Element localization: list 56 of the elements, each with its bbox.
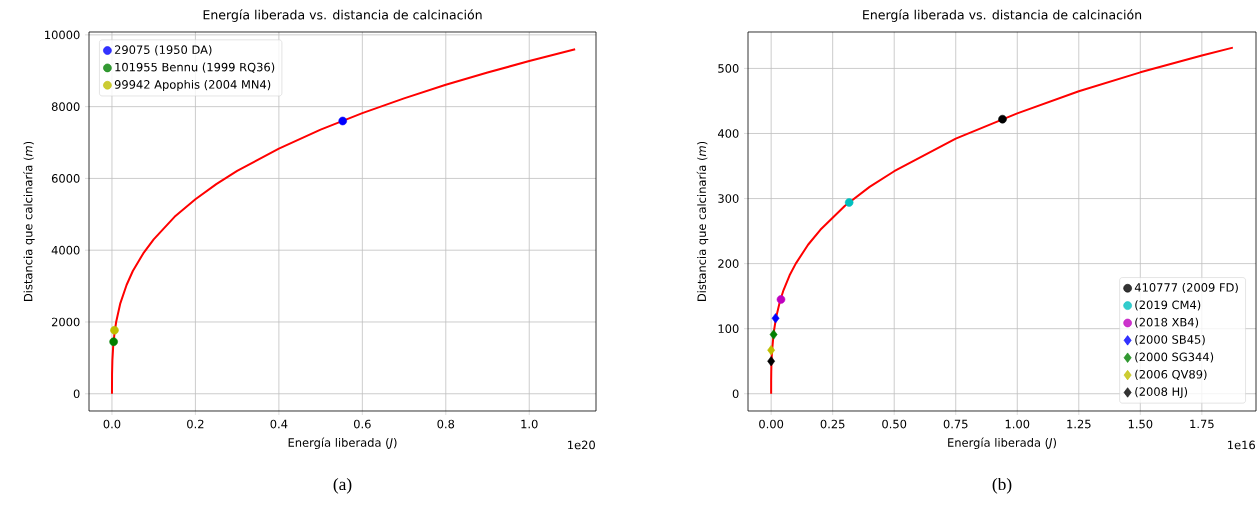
point: [844, 198, 854, 207]
legend-label: 410777 (2009 FD): [1134, 282, 1238, 294]
x-tick-label: 0.25: [820, 419, 845, 429]
x-tick-label: 0.4: [270, 419, 288, 429]
point: [338, 116, 347, 126]
point: [110, 325, 119, 335]
x-tick-label: 0.2: [187, 419, 204, 429]
legend-label: 101955 Bennu (1999 RQ36): [115, 62, 275, 73]
point: [776, 295, 786, 304]
y-tick-label: 500: [718, 64, 739, 73]
y-tick-label: 8000: [51, 102, 80, 111]
x-axis-title: Energía liberada (J): [288, 437, 397, 450]
y-axis-title: Distancia que calcinaría (m): [696, 141, 709, 301]
x-tick-label: 1.75: [1190, 419, 1214, 429]
legend-label: (2019 CM4): [1135, 300, 1201, 311]
legend-label: 29075 (1950 DA): [114, 45, 212, 56]
y-tick-label: 400: [717, 129, 739, 138]
legend-label: (2008 HJ): [1135, 387, 1188, 399]
legend-label: (2018 XB4): [1135, 317, 1199, 328]
y-tick-label: 4000: [51, 245, 80, 255]
x-tick-label: 0.6: [353, 419, 371, 429]
y-tick-label: 0: [732, 389, 739, 399]
point: [769, 329, 778, 340]
y-tick-label: 200: [718, 259, 739, 268]
point: [771, 313, 780, 324]
x-tick-label: 0.75: [943, 419, 968, 429]
y-tick-label: 10000: [45, 30, 80, 40]
x-tick-label: 0.8: [437, 419, 455, 429]
legend-label: (2000 SB45): [1135, 335, 1205, 346]
x-tick-label: 0.50: [882, 419, 907, 429]
x-axis-title: Energía liberada (J): [948, 437, 1056, 450]
legend-label: (2006 QV89): [1135, 369, 1207, 380]
y-tick-label: 300: [718, 194, 739, 203]
x-tick-label: 0.0: [103, 419, 121, 429]
text: 1e20: [568, 440, 595, 450]
point: [998, 114, 1007, 124]
text: (b): [992, 477, 1012, 494]
y-tick-label: 6000: [51, 174, 80, 183]
legend-label: 99942 Apophis (2004 MN4): [114, 79, 271, 91]
text: (a): [333, 477, 352, 494]
legend-label: (2000 SG344): [1135, 352, 1214, 363]
x-tick-label: 1.0: [521, 419, 538, 429]
point: [767, 356, 776, 367]
x-tick-label: 1.00: [1005, 419, 1030, 429]
x-tick-label: 1.25: [1067, 419, 1091, 429]
x-tick-label: 0.00: [759, 419, 784, 429]
chart-title: Energía liberada vs. distancia de calcinación: [863, 9, 1142, 22]
point: [109, 337, 118, 346]
y-tick-label: 2000: [51, 317, 80, 327]
y-tick-label: 0: [73, 389, 80, 399]
text: 1e16: [1228, 440, 1255, 450]
chart-title: Energía liberada vs. distancia de calcinación: [203, 9, 482, 22]
y-tick-label: 100: [718, 324, 739, 334]
y-axis-title: Distancia que calcinaría (m): [23, 141, 35, 301]
point: [767, 345, 776, 356]
x-tick-label: 1.50: [1128, 419, 1153, 429]
